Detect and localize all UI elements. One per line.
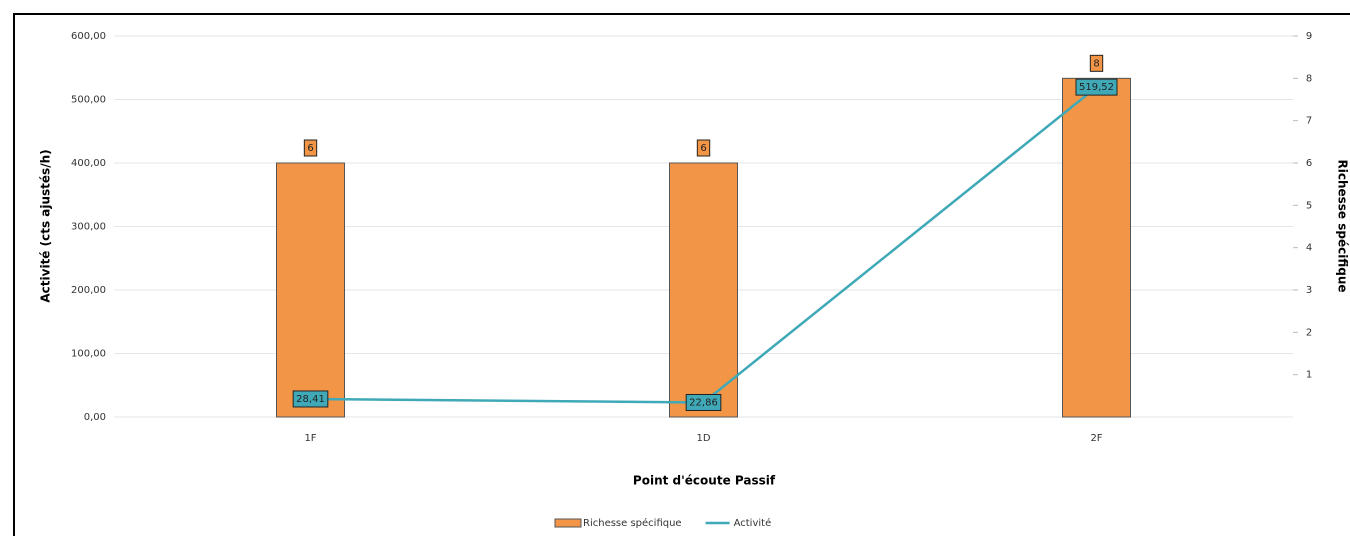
bar (669, 162, 738, 418)
y2-tick-label: 1 (1306, 370, 1312, 381)
x-axis-title: Point d'écoute Passif (633, 474, 776, 488)
line-label-box (685, 393, 722, 411)
y-tick-label: 400,00 (71, 158, 106, 169)
line-label-box (292, 390, 329, 408)
line-label-box (1075, 78, 1118, 96)
y-tick-label: 500,00 (71, 95, 106, 106)
legend-label: Richesse spécifique (583, 517, 682, 529)
y2-tick-label: 3 (1306, 285, 1312, 296)
y-tick-label: 100,00 (71, 349, 106, 360)
bar-label: 6 (307, 143, 313, 154)
y2-tick-label: 6 (1306, 158, 1312, 169)
y2-tick-label: 7 (1306, 116, 1312, 127)
bar-label: 6 (700, 143, 706, 154)
frame (13, 13, 1350, 536)
y-tick-label: 300,00 (71, 222, 106, 233)
bar (276, 162, 345, 418)
legend-swatch (554, 518, 582, 528)
y-axis-title: Activité (cts ajustés/h) (39, 149, 53, 302)
bar-label: 8 (1093, 58, 1099, 69)
line-label: 22,86 (689, 397, 718, 408)
bar-label-box (303, 139, 318, 157)
legend-label: Activité (734, 517, 772, 529)
y2-axis-title: Richesse spécifique (1336, 159, 1350, 292)
y-tick-label: 200,00 (71, 285, 106, 296)
y2-tick-label: 2 (1306, 327, 1312, 338)
y2-tick-label: 5 (1306, 200, 1312, 211)
y2-tick-label: 4 (1306, 243, 1312, 254)
y-tick-label: 0,00 (84, 412, 106, 423)
x-tick-label: 1F (304, 433, 316, 444)
bar (1062, 77, 1131, 418)
y2-tick-label: 9 (1306, 31, 1312, 42)
x-tick-label: 1D (696, 433, 710, 444)
bar-label-box (696, 139, 711, 157)
x-tick-label: 2F (1090, 433, 1102, 444)
line-label: 519,52 (1079, 82, 1114, 93)
y2-tick-label: 8 (1306, 73, 1312, 84)
bar-label-box (1089, 54, 1104, 72)
y-tick-label: 600,00 (71, 31, 106, 42)
line-label: 28,41 (296, 394, 325, 405)
